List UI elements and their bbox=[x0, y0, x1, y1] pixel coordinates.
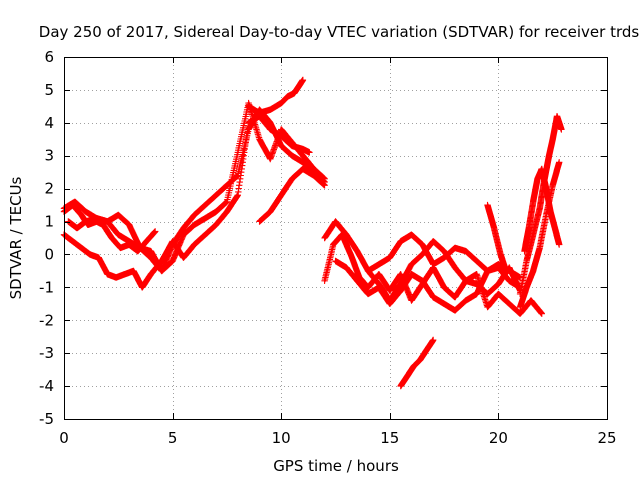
x-tick-label: 20 bbox=[489, 429, 508, 447]
y-tick-label: -1 bbox=[39, 278, 54, 296]
point-markers bbox=[256, 165, 328, 225]
point-markers bbox=[516, 113, 565, 298]
y-axis-label: SDTVAR / TECUs bbox=[7, 176, 25, 299]
point-markers bbox=[521, 165, 563, 255]
x-tick-label: 25 bbox=[597, 429, 616, 447]
y-tick-label: 0 bbox=[44, 245, 54, 263]
y-tick-label: -3 bbox=[39, 344, 54, 362]
x-axis-label: GPS time / hours bbox=[273, 457, 399, 475]
data-points bbox=[60, 76, 565, 390]
chart-title: Day 250 of 2017, Sidereal Day-to-day VTE… bbox=[39, 23, 640, 41]
y-tick-label: -2 bbox=[39, 311, 54, 329]
y-tick-label: 4 bbox=[44, 114, 54, 132]
x-tick-labels: 0 5 10 15 20 25 bbox=[59, 429, 616, 447]
point-markers bbox=[484, 201, 509, 271]
series-F bbox=[245, 76, 307, 117]
y-tick-labels: -5 -4 -3 -2 -1 0 1 2 3 4 5 6 bbox=[39, 48, 54, 428]
series-M bbox=[516, 113, 565, 298]
series-C bbox=[65, 99, 328, 275]
y-tick-label: -5 bbox=[39, 410, 54, 428]
axis-ticks bbox=[64, 57, 608, 420]
y-tick-label: 5 bbox=[44, 81, 54, 99]
y-tick-label: -4 bbox=[39, 377, 54, 395]
x-tick-label: 10 bbox=[272, 429, 291, 447]
plot-frame bbox=[64, 57, 608, 420]
point-markers bbox=[397, 336, 437, 390]
series-K bbox=[397, 336, 437, 390]
y-tick-label: 6 bbox=[44, 48, 54, 66]
point-markers bbox=[245, 76, 307, 117]
x-tick-label: 0 bbox=[59, 429, 69, 447]
point-markers bbox=[65, 99, 328, 275]
y-tick-label: 1 bbox=[44, 213, 54, 231]
point-markers bbox=[332, 257, 524, 314]
y-tick-label: 2 bbox=[44, 180, 54, 198]
series-O bbox=[521, 165, 563, 255]
series-J bbox=[364, 231, 524, 291]
series-I bbox=[332, 257, 524, 314]
point-markers bbox=[364, 231, 524, 291]
x-tick-label: 15 bbox=[380, 429, 399, 447]
series-L bbox=[484, 201, 509, 271]
x-tick-label: 5 bbox=[168, 429, 178, 447]
y-tick-label: 3 bbox=[44, 147, 54, 165]
series-E bbox=[256, 165, 328, 225]
